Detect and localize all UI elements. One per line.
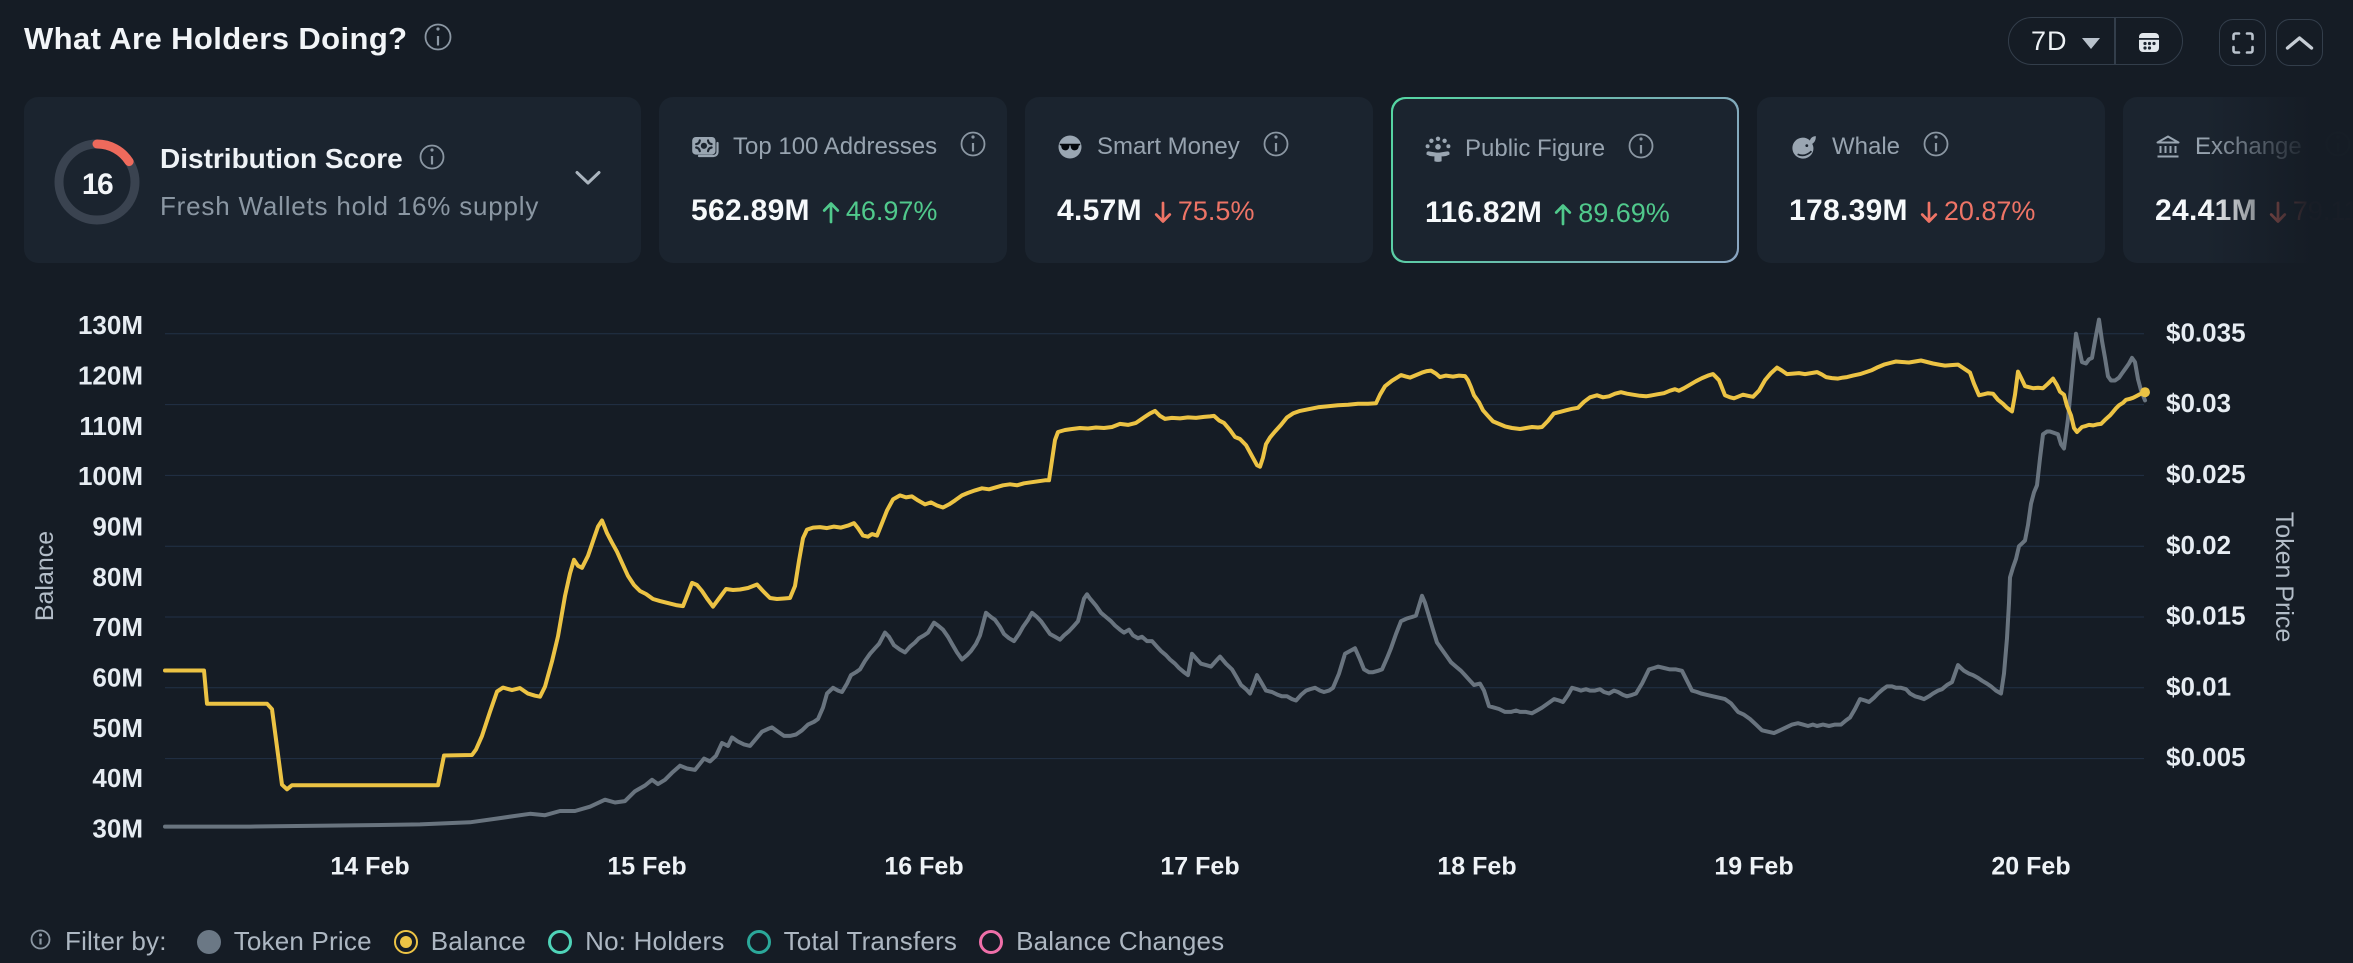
svg-text:19 Feb: 19 Feb xyxy=(1714,853,1793,881)
svg-text:120M: 120M xyxy=(78,360,143,390)
svg-text:90M: 90M xyxy=(92,511,143,541)
svg-text:$0.035: $0.035 xyxy=(2166,317,2246,347)
svg-text:16 Feb: 16 Feb xyxy=(884,853,963,881)
svg-text:$0.01: $0.01 xyxy=(2166,671,2231,701)
svg-text:30M: 30M xyxy=(92,813,143,843)
svg-text:Token Price: Token Price xyxy=(2270,512,2298,643)
svg-text:$0.03: $0.03 xyxy=(2166,388,2231,418)
svg-text:80M: 80M xyxy=(92,562,143,592)
svg-text:17 Feb: 17 Feb xyxy=(1160,853,1239,881)
svg-text:$0.015: $0.015 xyxy=(2166,601,2246,631)
svg-text:70M: 70M xyxy=(92,612,143,642)
svg-text:60M: 60M xyxy=(92,662,143,692)
svg-text:18 Feb: 18 Feb xyxy=(1437,853,1516,881)
svg-text:130M: 130M xyxy=(78,310,143,340)
svg-text:$0.02: $0.02 xyxy=(2166,530,2231,560)
svg-text:40M: 40M xyxy=(92,763,143,793)
svg-text:$0.005: $0.005 xyxy=(2166,742,2246,772)
svg-text:20 Feb: 20 Feb xyxy=(1991,853,2070,881)
svg-text:15 Feb: 15 Feb xyxy=(607,853,686,881)
svg-text:16: 16 xyxy=(82,168,113,201)
svg-text:14 Feb: 14 Feb xyxy=(330,853,409,881)
svg-text:$0.025: $0.025 xyxy=(2166,459,2246,489)
svg-text:Balance: Balance xyxy=(31,531,59,621)
svg-text:100M: 100M xyxy=(78,461,143,491)
svg-text:50M: 50M xyxy=(92,713,143,743)
svg-text:110M: 110M xyxy=(79,411,143,441)
